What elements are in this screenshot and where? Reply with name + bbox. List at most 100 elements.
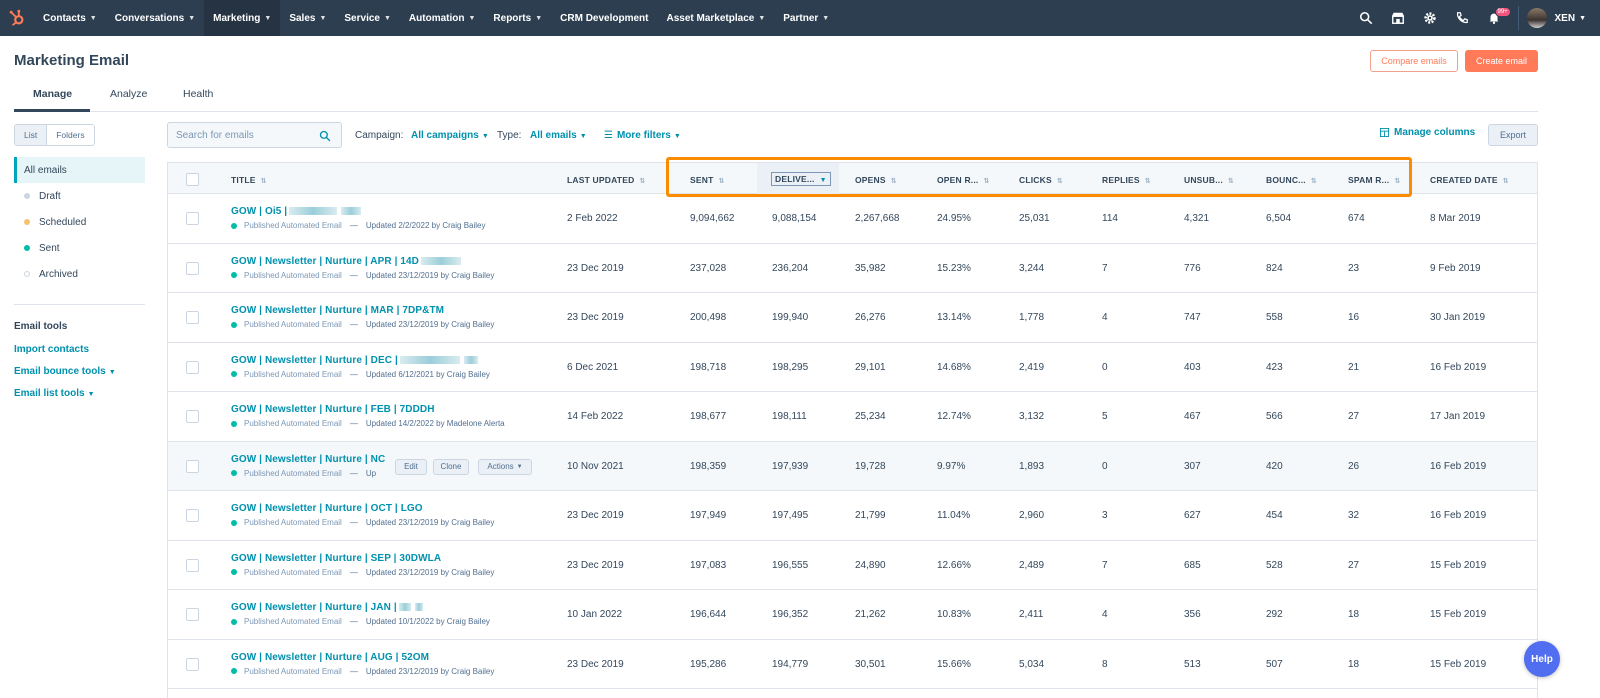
column-header-label: TITLE <box>231 175 256 185</box>
settings-gear-icon[interactable] <box>1414 0 1446 36</box>
column-header-opens[interactable]: OPENS ⇅ <box>855 175 897 185</box>
sidebar-item-all-emails[interactable]: All emails <box>14 157 145 183</box>
column-header-sent[interactable]: SENT ⇅ <box>690 175 725 185</box>
column-header-last-updated[interactable]: LAST UPDATED ⇅ <box>567 175 646 185</box>
cell-open-rate: 15.66% <box>937 658 971 670</box>
type-filter-dropdown[interactable]: All emails ▼ <box>530 130 587 141</box>
table-row[interactable]: GOW | Newsletter | Nurture | JAN | Publis… <box>168 590 1537 640</box>
column-header-bounc[interactable]: BOUNC... ⇅ <box>1266 175 1317 185</box>
email-title-link[interactable]: GOW | Oi5 | <box>231 206 363 217</box>
marketplace-icon[interactable] <box>1382 0 1414 36</box>
column-header-spam-r[interactable]: SPAM R... ⇅ <box>1348 175 1400 185</box>
tab-analyze[interactable]: Analyze <box>110 88 148 100</box>
table-row[interactable]: GOW | Newsletter | Nurture | APR | 14D Pu… <box>168 244 1537 293</box>
cell-unsub: 776 <box>1184 262 1201 274</box>
email-title-link[interactable]: GOW | Newsletter | Nurture | OCT | LGO <box>231 503 423 514</box>
search-icon[interactable] <box>319 130 331 142</box>
nav-item-label: Conversations <box>114 12 185 24</box>
sidebar-item-draft[interactable]: Draft <box>14 183 145 209</box>
tab-manage[interactable]: Manage <box>33 88 73 100</box>
nav-item-reports[interactable]: Reports ▼ <box>484 0 551 36</box>
row-checkbox[interactable] <box>186 311 199 324</box>
cell-replies: 0 <box>1102 361 1108 373</box>
column-header-open-r[interactable]: OPEN R... ⇅ <box>937 175 990 185</box>
table-row[interactable]: GOW | Newsletter | Nurture | NC Published… <box>168 441 1537 491</box>
nav-item-service[interactable]: Service ▼ <box>335 0 400 36</box>
row-checkbox[interactable] <box>186 558 199 572</box>
help-button[interactable]: Help <box>1524 641 1560 677</box>
column-header-unsub[interactable]: UNSUB... ⇅ <box>1184 175 1234 185</box>
account-menu[interactable]: XEN ▼ <box>1547 13 1600 24</box>
campaign-filter-dropdown[interactable]: All campaigns ▼ <box>411 130 489 141</box>
email-bounce-tools-link[interactable]: Email bounce tools ▼ <box>14 366 116 377</box>
row-checkbox[interactable] <box>186 261 199 275</box>
edit-button[interactable]: Edit <box>395 458 427 475</box>
nav-item-automation[interactable]: Automation ▼ <box>400 0 484 36</box>
calling-phone-icon[interactable] <box>1446 0 1478 36</box>
row-checkbox[interactable] <box>186 657 199 671</box>
column-header-clicks[interactable]: CLICKS ⇅ <box>1019 175 1063 185</box>
clone-button[interactable]: Clone <box>433 458 469 475</box>
email-title-link[interactable]: GOW | Newsletter | Nurture | FEB | 7DDDH <box>231 404 435 415</box>
email-title-link[interactable]: GOW | Newsletter | Nurture | SEP | 30DWL… <box>231 553 441 564</box>
list-view-button[interactable]: List <box>15 125 48 145</box>
notifications-bell-icon[interactable]: 99+ <box>1478 0 1511 36</box>
nav-item-crm-development[interactable]: CRM Development <box>551 0 657 36</box>
email-title-link[interactable]: GOW | Newsletter | Nurture | APR | 14D <box>231 256 463 267</box>
select-all-checkbox[interactable] <box>186 173 199 186</box>
sidebar-item-scheduled[interactable]: Scheduled <box>14 209 145 235</box>
nav-item-sales[interactable]: Sales ▼ <box>280 0 335 36</box>
column-header-created-date[interactable]: CREATED DATE ⇅ <box>1430 175 1509 185</box>
table-row[interactable]: GOW | Newsletter | Nurture | MAR | 7DP&T… <box>168 293 1537 343</box>
table-row[interactable]: GOW | Newsletter | Nurture | DEC | Publis… <box>168 343 1537 392</box>
nav-item-marketing[interactable]: Marketing ▼ <box>204 0 281 36</box>
tab-health[interactable]: Health <box>183 88 214 100</box>
compare-emails-button[interactable]: Compare emails <box>1370 50 1458 72</box>
hubspot-logo-icon[interactable] <box>0 0 34 36</box>
row-checkbox[interactable] <box>186 360 199 374</box>
table-row[interactable]: GOW | Oi5 | Published Automated Email — Upd… <box>168 194 1537 244</box>
export-button[interactable]: Export <box>1488 124 1538 146</box>
table-row[interactable]: GOW | Newsletter | Nurture | SEP | 30DWL… <box>168 541 1537 590</box>
email-status-text: Published Automated Email <box>244 567 342 577</box>
sort-icon: ⇅ <box>1502 178 1509 185</box>
row-checkbox[interactable] <box>186 509 199 522</box>
cell-delivered: 197,939 <box>772 460 809 472</box>
row-checkbox[interactable] <box>186 212 199 225</box>
cell-clicks: 5,034 <box>1019 658 1045 670</box>
manage-columns-button[interactable]: Manage columns <box>1380 127 1475 138</box>
nav-item-contacts[interactable]: Contacts ▼ <box>34 0 106 36</box>
cell-created: 8 Mar 2019 <box>1430 213 1481 224</box>
sidebar-item-sent[interactable]: Sent <box>14 235 145 261</box>
email-title-link[interactable]: GOW | Newsletter | Nurture | DEC | <box>231 355 480 366</box>
more-filters-button[interactable]: ☰ More filters ▼ <box>604 130 681 141</box>
column-header-title[interactable]: TITLE ⇅ <box>231 175 267 185</box>
email-title-link[interactable]: GOW | Newsletter | Nurture | JAN | <box>231 602 425 613</box>
email-list-tools-link[interactable]: Email list tools ▼ <box>14 388 95 399</box>
email-title-link[interactable]: GOW | Newsletter | Nurture | NC <box>231 454 385 465</box>
table-row[interactable]: GOW | Newsletter | Nurture | AUG | 52OM P… <box>168 640 1537 689</box>
table-row[interactable]: GOW | Newsletter | Nurture | OCT | LGO Pu… <box>168 491 1537 541</box>
row-checkbox[interactable] <box>186 608 199 621</box>
create-email-button[interactable]: Create email <box>1465 50 1538 72</box>
nav-item-conversations[interactable]: Conversations ▼ <box>106 0 204 36</box>
row-checkbox[interactable] <box>186 459 199 473</box>
nav-item-partner[interactable]: Partner ▼ <box>774 0 838 36</box>
user-avatar[interactable] <box>1526 8 1547 28</box>
published-status-dot-icon <box>231 668 237 674</box>
sidebar-item-archived[interactable]: Archived <box>14 261 145 287</box>
nav-item-asset-marketplace[interactable]: Asset Marketplace ▼ <box>658 0 775 36</box>
email-title-link[interactable]: GOW | Newsletter | Nurture | AUG | 52OM <box>231 652 429 663</box>
cell-last-updated: 10 Nov 2021 <box>567 460 624 472</box>
search-icon[interactable] <box>1350 0 1382 36</box>
column-header-delive[interactable]: DELIVE... ▼ <box>771 172 831 186</box>
search-input[interactable] <box>176 129 316 141</box>
email-title-link[interactable]: GOW | Newsletter | Nurture | MAR | 7DP&T… <box>231 305 444 316</box>
actions-dropdown-button[interactable]: Actions ▼ <box>478 458 532 475</box>
import-contacts-link[interactable]: Import contacts <box>14 344 89 355</box>
chevron-down-icon: ▼ <box>264 14 272 22</box>
folders-view-button[interactable]: Folders <box>47 125 94 145</box>
table-row[interactable]: GOW | Newsletter | Nurture | FEB | 7DDDH… <box>168 392 1537 442</box>
column-header-replies[interactable]: REPLIES ⇅ <box>1102 175 1151 185</box>
row-checkbox[interactable] <box>186 410 199 423</box>
